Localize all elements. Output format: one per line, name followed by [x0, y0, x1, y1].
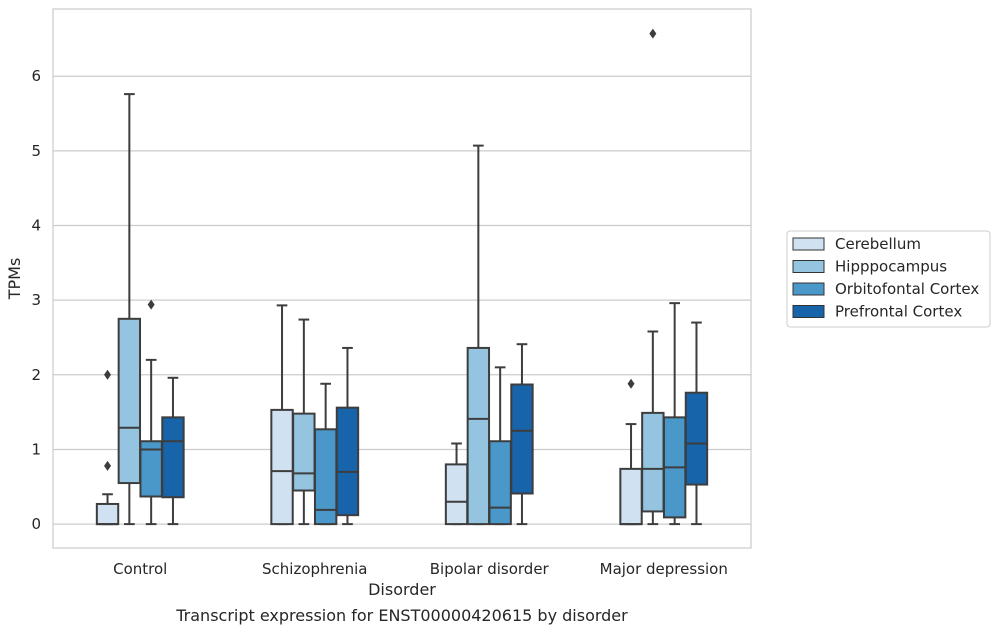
legend-swatch — [792, 305, 825, 318]
y-axis-label: TPMs — [5, 258, 24, 301]
box-iqr — [270, 408, 294, 526]
legend-swatch — [792, 260, 825, 273]
x-tick-label: Schizophrenia — [262, 560, 367, 578]
box-2-0 — [444, 442, 469, 526]
box-iqr — [510, 383, 534, 495]
box-2-3 — [510, 343, 534, 526]
y-tick-label: 6 — [31, 67, 41, 85]
box-groups — [95, 28, 709, 526]
legend-label: Orbitofontal Cortex — [835, 280, 979, 298]
box-iqr — [684, 391, 709, 486]
y-tick-label: 0 — [31, 515, 41, 533]
figure-caption: Transcript expression for ENST0000042061… — [176, 606, 628, 625]
legend-swatch — [792, 237, 825, 251]
box-iqr — [117, 317, 142, 485]
legend-swatch — [792, 282, 825, 296]
outlier-marker — [104, 460, 112, 471]
y-tick-label: 2 — [31, 366, 41, 384]
outlier-marker — [104, 369, 112, 380]
x-tick-label: Major depression — [600, 560, 728, 578]
x-tick-label: Bipolar disorder — [430, 560, 550, 578]
box-1-1 — [292, 318, 316, 526]
x-tick-label: Control — [113, 560, 167, 578]
legend-frame — [786, 230, 991, 328]
box-iqr — [641, 411, 665, 513]
y-tick-labels: 0 1 2 3 4 5 6 — [31, 67, 41, 533]
box-iqr — [619, 467, 643, 526]
x-axis-label: Disorder — [368, 580, 436, 599]
box-0-3 — [161, 376, 185, 526]
plot-frame — [52, 8, 752, 549]
y-tick-label: 1 — [31, 440, 41, 458]
legend-label: Cerebellum — [835, 235, 921, 253]
legend: Cerebellum Hipppocampus Orbitofontal Corte… — [786, 230, 991, 328]
box-3-1 — [641, 28, 665, 526]
y-tick-label: 5 — [31, 142, 41, 160]
outlier-marker — [147, 299, 155, 310]
box-3-0 — [619, 378, 643, 526]
box-iqr — [444, 463, 469, 526]
y-tick-label: 4 — [31, 216, 41, 234]
box-1-0 — [270, 304, 294, 526]
box-2-1 — [466, 144, 491, 526]
box-iqr — [466, 346, 491, 526]
legend-label: Hipppocampus — [835, 258, 947, 276]
box-iqr — [161, 416, 185, 499]
legend-label: Prefrontal Cortex — [835, 303, 962, 321]
box-iqr — [335, 406, 360, 517]
box-iqr — [95, 502, 120, 526]
box-1-2 — [313, 382, 338, 526]
box-0-0 — [95, 369, 120, 526]
box-3-2 — [662, 302, 687, 526]
box-iqr — [488, 440, 512, 526]
y-tick-label: 3 — [31, 291, 41, 309]
box-0-1 — [117, 93, 142, 526]
outlier-marker — [627, 378, 635, 389]
box-1-3 — [335, 346, 360, 526]
outlier-marker — [649, 28, 657, 39]
box-2-2 — [488, 366, 512, 526]
box-iqr — [292, 412, 316, 492]
box-0-2 — [139, 299, 163, 526]
box-3-3 — [684, 321, 709, 526]
x-tick-labels: Control Schizophrenia Bipolar disorder Majo… — [113, 560, 728, 578]
